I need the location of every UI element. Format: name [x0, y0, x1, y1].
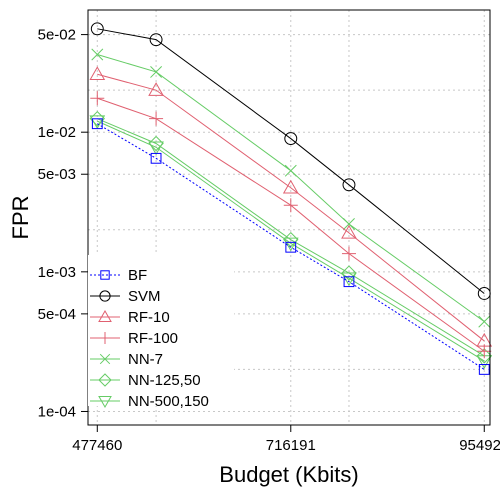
y-tick-label: 5e-02 — [38, 27, 76, 44]
series-rf-100 — [90, 91, 492, 359]
legend: BF SVM RF-10 RF-100 NN-7 NN-125,50 NN-500,150 — [88, 255, 234, 410]
y-tick-label: 5e-04 — [38, 306, 76, 323]
data-point-nn-125-50 — [341, 265, 357, 281]
x-tick-label: 477460 — [72, 437, 122, 454]
data-point-nn-7 — [284, 164, 297, 177]
data-point-bf — [150, 152, 162, 164]
data-point-rf-10 — [89, 66, 106, 80]
data-point-rf-10 — [148, 82, 164, 96]
y-tick-label: 1e-02 — [38, 124, 76, 141]
y-tick-label: 1e-04 — [38, 403, 76, 420]
data-point-rf-10 — [476, 332, 493, 347]
legend-marker-nn-500-150 — [98, 396, 112, 409]
legend-label-nn-500-150: NN-500,150 — [128, 393, 209, 410]
legend-marker-nn-125-50 — [98, 373, 112, 387]
legend-label-nn-7: NN-7 — [128, 351, 163, 368]
series-nn-7 — [91, 48, 491, 328]
data-point-bf — [91, 118, 103, 130]
data-point-bf — [285, 241, 297, 253]
y-axis-title: FPR — [8, 196, 33, 240]
data-point-nn-500-150 — [282, 237, 299, 252]
legend-marker-nn-7 — [99, 353, 111, 365]
series-layer — [89, 22, 493, 375]
data-point-nn-125-50 — [148, 135, 164, 152]
legend-label-svm: SVM — [128, 288, 161, 305]
legend-marker-svm — [99, 290, 111, 302]
series-line-nn-125-50 — [97, 118, 485, 357]
data-point-svm — [90, 22, 104, 36]
data-point-nn-7 — [91, 48, 104, 61]
series-line-svm — [97, 28, 485, 294]
data-point-rf-100 — [341, 246, 356, 261]
data-point-nn-7 — [478, 315, 491, 328]
data-point-nn-125-50 — [476, 348, 492, 364]
legend-marker-rf-10 — [98, 309, 112, 322]
axes: 477460 716191 954921 5e-02 1e-02 5e-03 1e-03 5e… — [38, 27, 500, 454]
x-axis-title: Budget (Kbits) — [219, 462, 358, 487]
data-point-rf-100 — [90, 91, 105, 106]
data-point-rf-100 — [283, 198, 298, 213]
legend-label-bf: BF — [128, 267, 147, 284]
legend-label-rf-100: RF-100 — [128, 330, 178, 347]
x-tick-label: 716191 — [266, 437, 316, 454]
series-line-nn-500-150 — [97, 120, 485, 362]
series-line-bf — [97, 123, 485, 370]
data-point-nn-500-150 — [148, 141, 164, 156]
plot-frame — [87, 9, 491, 426]
data-point-bf — [478, 364, 490, 375]
data-point-bf — [343, 276, 355, 288]
data-point-svm — [284, 132, 298, 146]
legend-label-nn-125-50: NN-125,50 — [128, 372, 201, 389]
data-point-svm — [149, 33, 163, 47]
data-point-rf-100 — [149, 111, 164, 126]
y-tick-label: 5e-03 — [38, 166, 76, 183]
legend-marker-bf — [100, 270, 110, 280]
y-tick-label: 1e-03 — [38, 264, 76, 281]
data-point-nn-7 — [150, 66, 163, 78]
data-point-nn-7 — [343, 218, 355, 230]
legend-marker-rf-100 — [99, 332, 111, 344]
series-rf-10 — [89, 66, 493, 347]
series-line-rf-10 — [97, 73, 485, 342]
data-point-nn-125-50 — [89, 110, 105, 127]
x-tick-label: 954921 — [459, 437, 500, 454]
data-point-rf-10 — [341, 224, 357, 239]
data-point-svm — [342, 178, 356, 192]
legend-label-rf-10: RF-10 — [128, 309, 170, 326]
series-bf — [91, 118, 490, 375]
legend-background — [88, 255, 234, 406]
data-point-rf-10 — [282, 179, 299, 194]
